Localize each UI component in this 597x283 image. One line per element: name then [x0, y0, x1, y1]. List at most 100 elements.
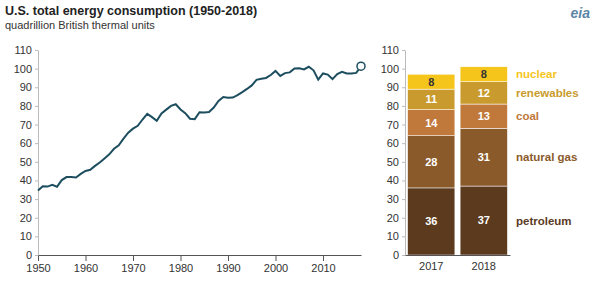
tick-label: 60 — [387, 137, 399, 149]
tick: 2018 — [472, 255, 496, 272]
data-label: 8 — [428, 76, 434, 88]
tick-label: 1960 — [74, 262, 98, 274]
tick-label: 1990 — [216, 262, 240, 274]
tick-mark — [35, 50, 38, 51]
bar-segment — [408, 110, 455, 136]
axis: 0 10 20 30 40 50 60 70 80 90 100 110 — [381, 44, 406, 261]
tick-label: 10 — [20, 230, 32, 242]
tick-mark — [86, 255, 87, 261]
tick: 30 — [387, 193, 405, 205]
tick: 0 — [393, 249, 405, 261]
tick-mark — [35, 255, 38, 256]
tick-label: 80 — [387, 100, 399, 112]
tick-label: 70 — [20, 119, 32, 131]
tick: 20 — [20, 212, 38, 224]
tick-mark — [323, 255, 324, 261]
plot-area — [408, 67, 508, 255]
tick-mark — [35, 143, 38, 144]
tick-label: 40 — [387, 174, 399, 186]
tick: 2010 — [311, 255, 335, 274]
data-label: 11 — [425, 93, 437, 105]
tick-label: 70 — [387, 119, 399, 131]
chart-root: U.S. total energy consumption (1950-2018… — [0, 0, 597, 283]
tick-mark — [402, 199, 405, 200]
tick-label: 20 — [387, 212, 399, 224]
tick: 80 — [20, 100, 38, 112]
tick-mark — [35, 106, 38, 107]
tick: 110 — [381, 44, 405, 56]
tick-mark — [402, 69, 405, 70]
legend-label: natural gas — [516, 151, 577, 163]
title: U.S. total energy consumption (1950-2018… — [5, 4, 257, 18]
tick-label: 1980 — [169, 262, 193, 274]
tick-label: 110 — [381, 44, 399, 56]
tick-mark — [402, 162, 405, 163]
axis: 2017 2018 — [406, 255, 511, 272]
bar-segment — [460, 82, 507, 104]
plot-area — [38, 62, 365, 190]
tick: 1960 — [74, 255, 98, 274]
tick-label: 80 — [20, 100, 32, 112]
subtitle: quadrillion British thermal units — [5, 19, 155, 31]
axis-line — [39, 255, 362, 256]
bar-segment — [460, 67, 507, 82]
tick: 110 — [14, 44, 38, 56]
logo: eia — [571, 5, 591, 21]
tick: 1970 — [121, 255, 145, 274]
tick-mark — [35, 125, 38, 126]
tick-mark — [402, 106, 405, 107]
legend-label: renewables — [516, 87, 579, 99]
legend-label: petroleum — [516, 215, 572, 227]
tick: 80 — [387, 100, 405, 112]
tick: 10 — [20, 230, 38, 242]
tick-mark — [402, 180, 405, 181]
tick-mark — [35, 69, 38, 70]
tick: 90 — [20, 81, 38, 93]
end-marker — [357, 62, 365, 70]
bar-segment — [408, 136, 455, 188]
tick-mark — [35, 162, 38, 163]
tick-label: 1950 — [26, 262, 50, 274]
tick: 100 — [14, 63, 38, 75]
tick-label: 10 — [387, 230, 399, 242]
tick: 10 — [387, 230, 405, 242]
tick-mark — [402, 143, 405, 144]
legend-label: coal — [516, 110, 539, 122]
tick-mark — [228, 255, 229, 261]
data-label: 28 — [425, 156, 437, 168]
tick-label: 50 — [387, 156, 399, 168]
tick-mark — [35, 199, 38, 200]
tick-label: 90 — [387, 81, 399, 93]
tick: 1980 — [169, 255, 193, 274]
axis-line — [405, 51, 406, 256]
tick: 30 — [20, 193, 38, 205]
tick-label: 0 — [393, 249, 399, 261]
tick-label: 90 — [20, 81, 32, 93]
bar-segment — [408, 188, 455, 255]
bar-segment — [460, 128, 507, 186]
tick-label: 1970 — [121, 262, 145, 274]
tick: 2000 — [264, 255, 288, 274]
tick-label: 2010 — [311, 262, 335, 274]
tick: 40 — [20, 174, 38, 186]
data-label: 14 — [425, 117, 438, 129]
tick-mark — [402, 218, 405, 219]
tick-label: 30 — [387, 193, 399, 205]
bar-segment — [408, 74, 455, 89]
data-label: 12 — [478, 87, 490, 99]
tick-label: 50 — [20, 156, 32, 168]
tick-label: 20 — [20, 212, 32, 224]
tick-mark — [133, 255, 134, 261]
tick-label: 2017 — [419, 260, 443, 272]
tick: 90 — [387, 81, 405, 93]
tick: 50 — [387, 156, 405, 168]
tick: 100 — [381, 63, 405, 75]
tick: 2017 — [419, 255, 443, 272]
line — [38, 66, 361, 190]
tick-mark — [35, 87, 38, 88]
data-label: 8 — [481, 68, 487, 80]
tick-mark — [276, 255, 277, 261]
tick-mark — [35, 180, 38, 181]
tick: 70 — [387, 119, 405, 131]
tick-mark — [35, 236, 38, 237]
